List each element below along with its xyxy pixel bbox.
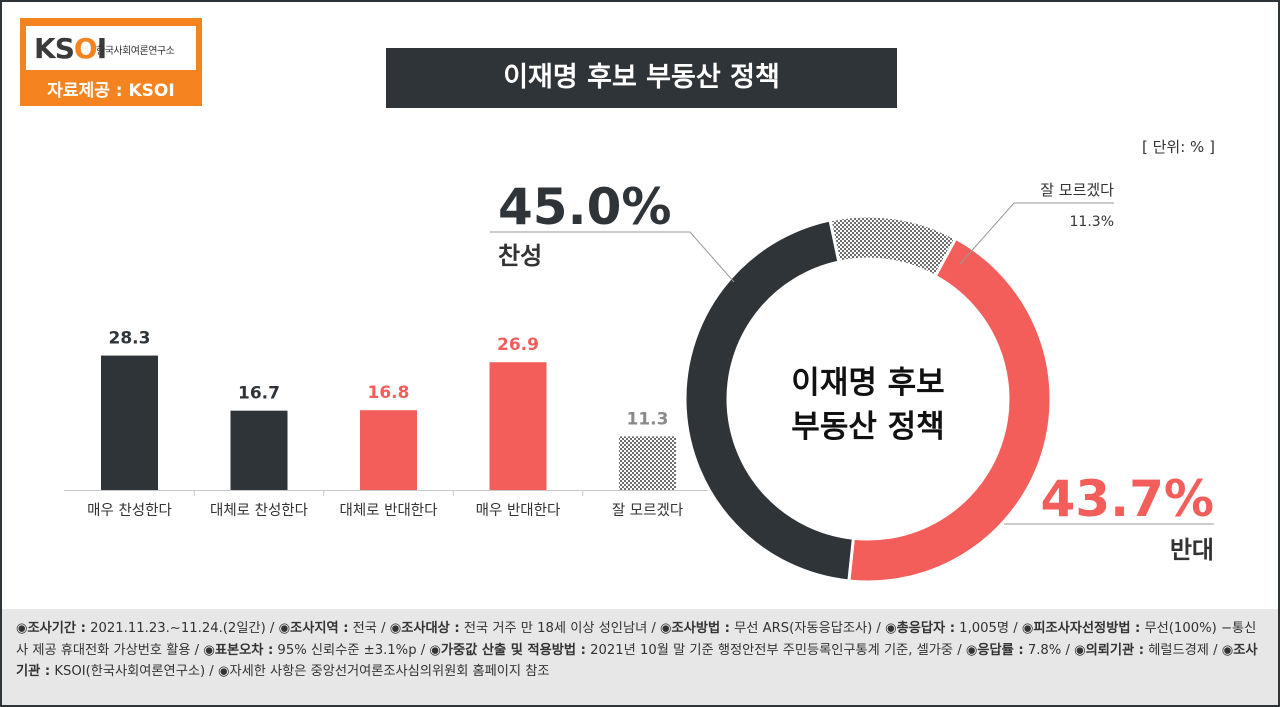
donut-center-label: 이재명 후보 xyxy=(791,365,944,401)
footer-item-value: 헤럴드경제 / xyxy=(1144,642,1222,658)
footer-item: ◉조사대상 : 전국 거주 만 18세 이상 성인남녀 / xyxy=(390,621,660,636)
footer-item: ◉조사기간 : 2021.11.23.~11.24.(2일간) / xyxy=(16,621,279,636)
footer-item-value: 무선 ARS(자동응답조사) / xyxy=(729,621,886,636)
callout-line xyxy=(490,231,735,283)
bar-1 xyxy=(101,355,158,490)
bar-value-label: 26.9 xyxy=(497,335,539,355)
footer-item-value: KSOI(한국사회여론연구소) / xyxy=(50,664,218,679)
slice-value-label: 11.3% xyxy=(1070,214,1114,230)
bar-value-label: 28.3 xyxy=(109,329,151,349)
footer-item: ◉의뢰기관 : 헤럴드경제 / xyxy=(1074,643,1222,658)
bar-3 xyxy=(360,410,417,490)
bar-category-label: 대체로 반대한다 xyxy=(340,502,438,519)
bar-category-label: 매우 반대한다 xyxy=(476,502,561,519)
footer-item: ◉총응답자 : 1,005명 / xyxy=(885,621,1022,636)
callout-line xyxy=(959,202,1114,265)
footer-item-key: ◉조사기관 : xyxy=(16,642,1258,680)
bar-value-label: 16.7 xyxy=(238,384,280,404)
logo-box: KSOI 한국사회여론연구소 자료제공 : KSOI xyxy=(20,18,202,106)
footer-item-key: ◉조사기간 : xyxy=(16,621,86,636)
logo: KSOI 한국사회여론연구소 xyxy=(26,26,196,70)
footer-item-value: 전국 / xyxy=(348,621,390,636)
data-source-label: 자료제공 : KSOI xyxy=(47,81,175,101)
footer-item-key: ◉조사지역 : xyxy=(278,621,349,636)
footer-item: ◉조사지역 : 전국 / xyxy=(279,621,390,636)
footer-item-value: 7.8% / xyxy=(1023,642,1075,658)
footer-item-value: 무선(100%) −통신사 제공 휴대전화 가상번호 활용 / xyxy=(16,621,1257,658)
footer-item-key: ◉가중값 산출 및 적용방법 : xyxy=(429,642,586,658)
unit-label: [ 단위: % ] xyxy=(1142,138,1215,156)
slice-name-label: 잘 모르겠다 xyxy=(1040,181,1114,199)
slice-value-label: 43.7% xyxy=(1041,470,1214,528)
footer-item: ◉표본오차 : 95% 신뢰수준 ±3.1%p / xyxy=(203,643,429,658)
footer-item-value: ◉자세한 사항은 중앙선거여론조사심의위원회 홈페이지 참조 xyxy=(217,664,550,679)
slice-name-label: 찬성 xyxy=(498,242,542,270)
bar-value-label: 11.3 xyxy=(627,409,669,429)
footer-item: ◉피조사자선정방법 : 무선(100%) −통신사 제공 휴대전화 가상번호 활… xyxy=(16,621,1256,658)
footer-item: ◉조사기관 : KSOI(한국사회여론연구소) / xyxy=(16,643,1258,680)
logo-subtitle: 한국사회여론연구소 xyxy=(96,46,175,57)
footer-item-value: 2021.11.23.~11.24.(2일간) / xyxy=(85,621,279,636)
bar-value-label: 16.8 xyxy=(368,383,410,403)
donut-center-label: 부동산 정책 xyxy=(791,409,944,445)
footer-item-key: ◉응답률 : xyxy=(965,642,1024,658)
footer-item-value: 전국 거주 만 18세 이상 성인남녀 / xyxy=(459,621,661,636)
donut-slice-3 xyxy=(847,236,1053,584)
footer-item-key: ◉조사방법 : xyxy=(660,621,730,636)
footer-item-value: 1,005명 / xyxy=(954,621,1022,636)
logo-mark: KSOI xyxy=(34,32,107,65)
bar-category-label: 매우 찬성한다 xyxy=(87,502,172,519)
survey-info: ◉조사기간 : 2021.11.23.~11.24.(2일간) / ◉조사지역 … xyxy=(16,618,1266,683)
page-title: 이재명 후보 부동산 정책 xyxy=(386,48,897,108)
donut-slice-1 xyxy=(683,218,856,583)
bar-2 xyxy=(230,410,288,490)
footer-item-key: ◉조사대상 : xyxy=(389,621,460,636)
donut-slice-2 xyxy=(828,214,958,279)
footer-item-key: ◉표본오차 : xyxy=(203,642,274,658)
footer-item-key: ◉총응답자 : xyxy=(885,621,955,636)
footer-item: ◉조사방법 : 무선 ARS(자동응답조사) / xyxy=(660,621,885,636)
bar-5 xyxy=(619,436,676,490)
bar-category-label: 대체로 찬성한다 xyxy=(210,502,308,519)
footer-item: ◉자세한 사항은 중앙선거여론조사심의위원회 홈페이지 참조 xyxy=(218,664,550,679)
slice-value-label: 45.0% xyxy=(498,178,671,236)
bar-4 xyxy=(489,362,547,490)
footer-item-value: 95% 신뢰수준 ±3.1%p / xyxy=(273,642,430,658)
footer-item-key: ◉피조사자선정방법 : xyxy=(1021,621,1141,636)
footer-item-key: ◉의뢰기관 : xyxy=(1074,642,1145,658)
footer-item: ◉가중값 산출 및 적용방법 : 2021년 10월 말 기준 행정안전부 주민… xyxy=(429,643,965,658)
footer-item: ◉응답률 : 7.8% / xyxy=(966,643,1074,658)
chart-area: 28.3 매우 찬성한다 16.7 대체로 찬성한다 16.8 대체로 반대한다 26.9 매… xyxy=(64,178,1214,584)
footer-item-value: 2021년 10월 말 기준 행정안전부 주민등록인구통계 기준, 셀가중 / xyxy=(585,642,966,658)
bar-category-label: 잘 모르겠다 xyxy=(612,502,683,519)
survey-footer: ◉조사기간 : 2021.11.23.~11.24.(2일간) / ◉조사지역 … xyxy=(2,609,1278,705)
slice-name-label: 반대 xyxy=(1170,536,1214,564)
